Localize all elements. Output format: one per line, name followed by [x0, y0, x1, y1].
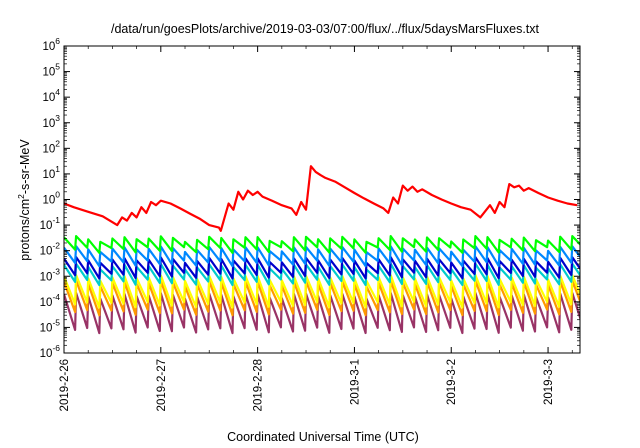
- x-tick-label: 2019-2-28: [253, 359, 265, 411]
- y-tick-label: 10-1: [40, 215, 61, 232]
- y-tick-label: 10-2: [40, 241, 61, 258]
- series-layer: [64, 165, 580, 335]
- y-axis-label-rest: -s-sr-MeV: [18, 139, 32, 195]
- x-axis-label: Coordinated Universal Time (UTC): [227, 430, 419, 444]
- chart-title: /data/run/goesPlots/archive/2019-03-03/0…: [111, 22, 540, 36]
- y-tick-label: 106: [42, 36, 60, 53]
- x-tick-label: 2019-2-26: [59, 359, 71, 411]
- y-tick-label: 102: [42, 138, 60, 155]
- y-axis: 10-6 10-5 10-4 10-3 10-2 10-1 100 101 102 103 104 1…: [40, 36, 580, 360]
- y-axis-label: protons/cm2-s-sr-MeV: [16, 139, 32, 261]
- y-tick-label: 10-4: [40, 292, 61, 309]
- y-tick-label: 10-5: [40, 317, 61, 334]
- y-tick-label: 10-6: [40, 343, 61, 360]
- x-tick-label: 2019-3-3: [543, 359, 555, 405]
- y-axis-label-main: protons/cm: [18, 199, 32, 261]
- series-line: [64, 235, 580, 254]
- series-line: [64, 165, 578, 232]
- series-line: [64, 256, 580, 280]
- y-tick-label: 101: [42, 164, 60, 181]
- y-tick-label: 10-3: [40, 266, 61, 283]
- y-tick-label: 100: [42, 190, 60, 207]
- y-tick-label: 103: [42, 113, 60, 130]
- x-tick-label: 2019-3-2: [446, 359, 458, 405]
- y-tick-label: 105: [42, 62, 60, 79]
- x-axis: 2019-2-26 2019-2-27 2019-2-28 2019-3-1 2019-…: [59, 46, 573, 411]
- series-line: [64, 245, 580, 268]
- y-axis-label-sup: 2: [16, 194, 26, 199]
- x-tick-label: 2019-2-27: [156, 359, 168, 411]
- y-tick-label: 104: [42, 87, 60, 104]
- x-tick-label: 2019-3-1: [349, 359, 361, 405]
- series-line: [64, 273, 580, 309]
